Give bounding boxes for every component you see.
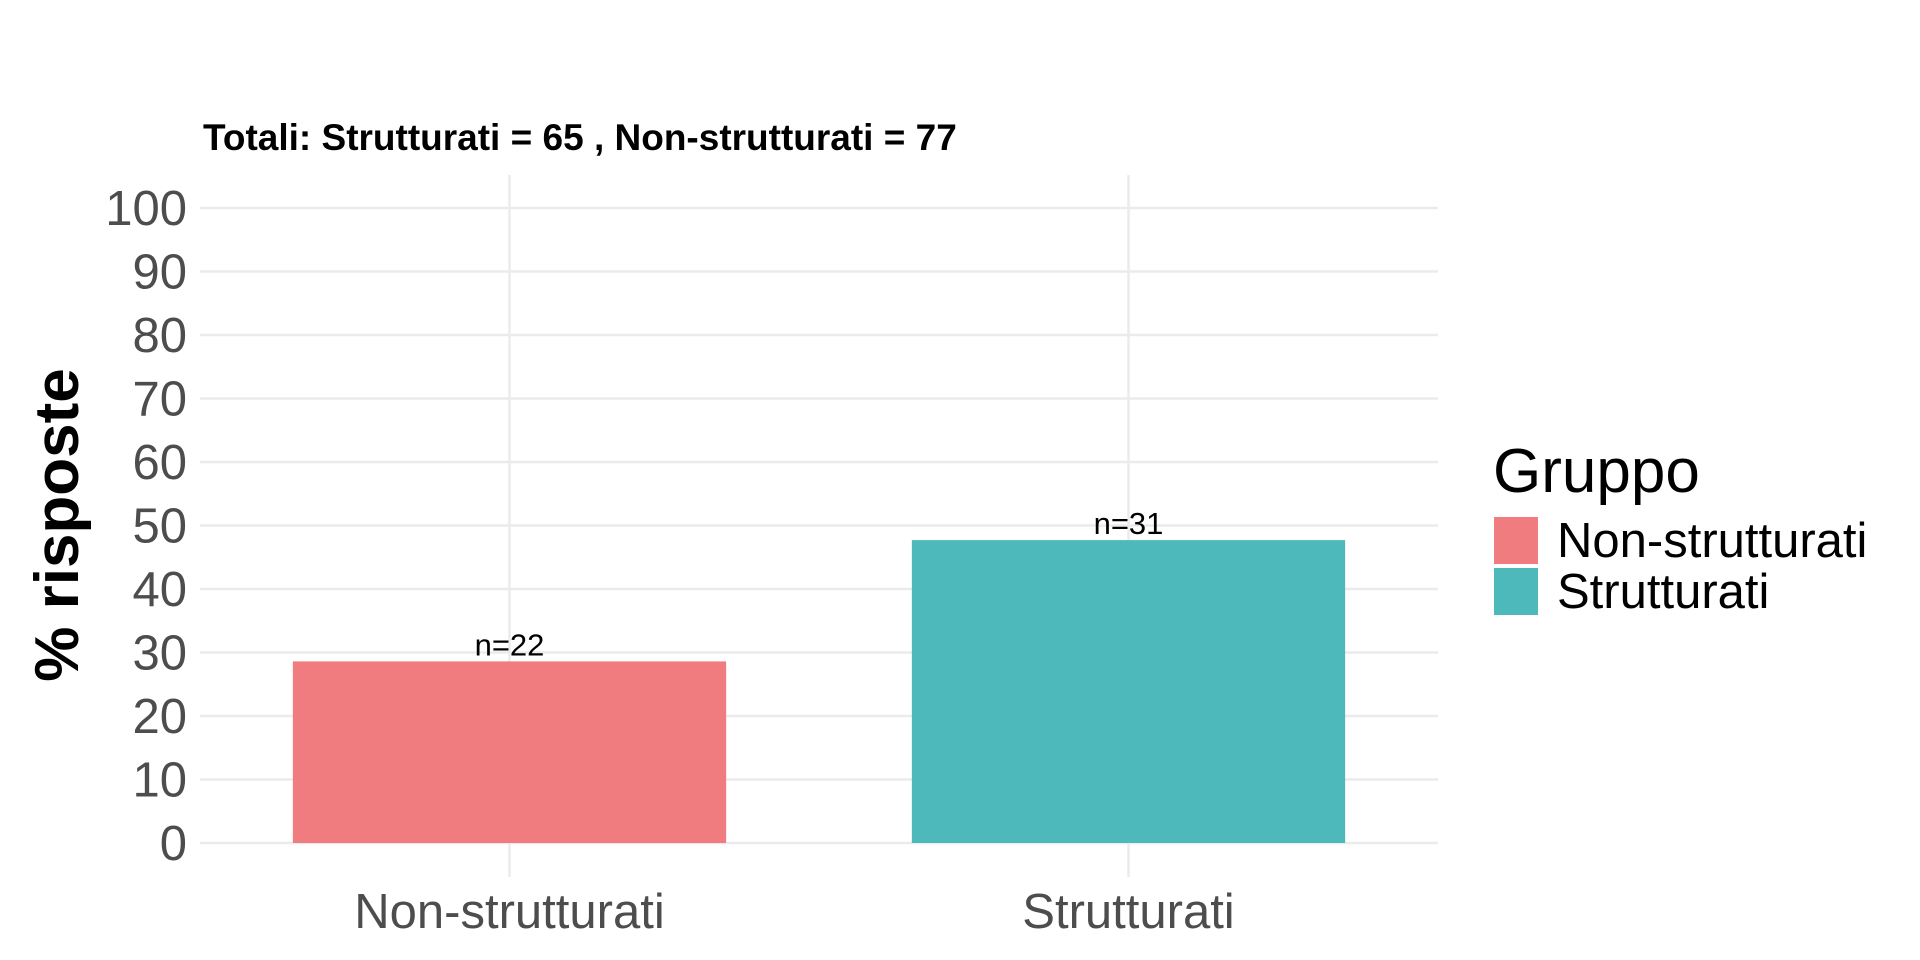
legend-swatch: [1494, 568, 1538, 615]
legend-label: Strutturati: [1557, 565, 1769, 619]
y-tick-label: 60: [132, 436, 187, 490]
bar: [911, 540, 1346, 843]
bars: n=22 n=31: [292, 506, 1346, 843]
x-axis-ticks: Non-strutturati Strutturati: [354, 885, 1234, 939]
x-tick-label: Non-strutturati: [354, 885, 664, 939]
legend-label: Non-strutturati: [1557, 514, 1867, 568]
x-tick-label: Strutturati: [1022, 885, 1234, 939]
y-tick-label: 40: [132, 563, 187, 617]
y-tick-label: 90: [132, 246, 187, 300]
y-tick-label: 10: [132, 754, 187, 808]
y-tick-label: 100: [105, 182, 187, 236]
data-label: n=31: [1094, 506, 1164, 541]
legend-title: Gruppo: [1493, 437, 1700, 506]
bar: [292, 661, 727, 843]
y-tick-label: 50: [132, 500, 187, 554]
y-axis-ticks: 0 10 20 30 40 50 60 70 80 90 100: [105, 182, 187, 871]
y-axis-label: % risposte: [23, 368, 92, 682]
data-label: n=22: [475, 627, 545, 662]
y-tick-label: 0: [160, 817, 187, 871]
chart-subtitle: Totali: Strutturati = 65 , Non-struttura…: [203, 117, 957, 158]
y-tick-label: 20: [132, 690, 187, 744]
y-tick-label: 70: [132, 373, 187, 427]
y-tick-label: 30: [132, 627, 187, 681]
legend-swatch: [1494, 517, 1538, 564]
y-tick-label: 80: [132, 309, 187, 363]
